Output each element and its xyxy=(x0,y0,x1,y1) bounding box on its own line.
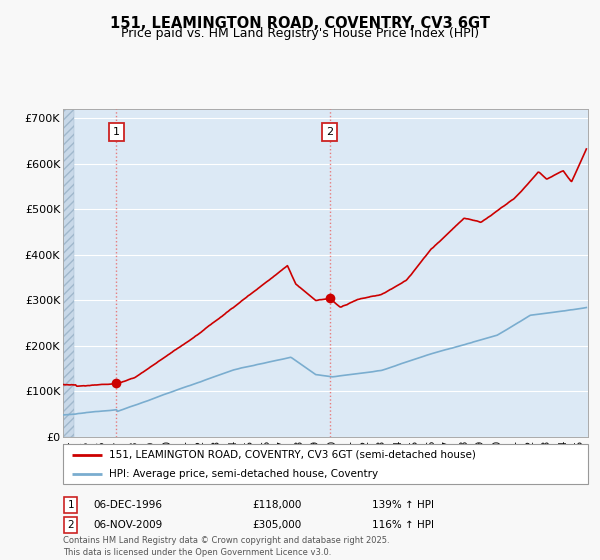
Text: 1: 1 xyxy=(67,500,74,510)
Text: HPI: Average price, semi-detached house, Coventry: HPI: Average price, semi-detached house,… xyxy=(109,469,379,478)
Text: 2: 2 xyxy=(326,127,333,137)
FancyBboxPatch shape xyxy=(63,444,588,484)
Text: £118,000: £118,000 xyxy=(252,500,301,510)
Text: Price paid vs. HM Land Registry's House Price Index (HPI): Price paid vs. HM Land Registry's House … xyxy=(121,27,479,40)
Text: Contains HM Land Registry data © Crown copyright and database right 2025.
This d: Contains HM Land Registry data © Crown c… xyxy=(63,536,389,557)
Text: 151, LEAMINGTON ROAD, COVENTRY, CV3 6GT (semi-detached house): 151, LEAMINGTON ROAD, COVENTRY, CV3 6GT … xyxy=(109,450,476,460)
Text: 06-NOV-2009: 06-NOV-2009 xyxy=(93,520,162,530)
Text: 06-DEC-1996: 06-DEC-1996 xyxy=(93,500,162,510)
Text: 116% ↑ HPI: 116% ↑ HPI xyxy=(372,520,434,530)
Text: 151, LEAMINGTON ROAD, COVENTRY, CV3 6GT: 151, LEAMINGTON ROAD, COVENTRY, CV3 6GT xyxy=(110,16,490,31)
Text: £305,000: £305,000 xyxy=(252,520,301,530)
Text: 2: 2 xyxy=(67,520,74,530)
Text: 139% ↑ HPI: 139% ↑ HPI xyxy=(372,500,434,510)
Text: 1: 1 xyxy=(113,127,119,137)
